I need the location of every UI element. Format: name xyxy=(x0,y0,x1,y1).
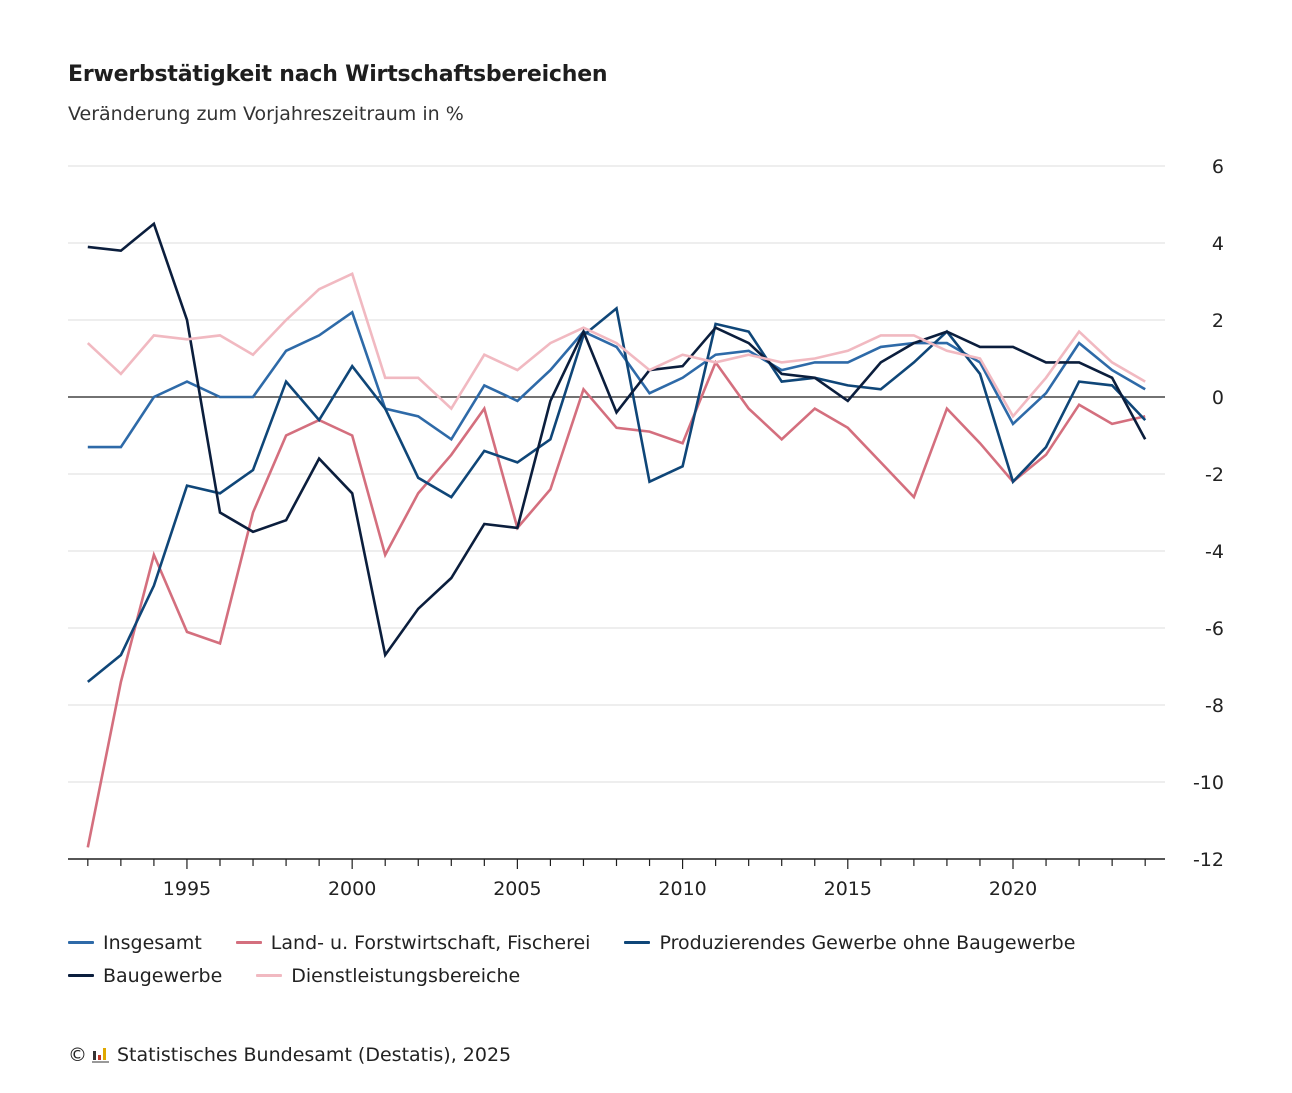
legend-swatch xyxy=(624,941,651,944)
gridlines xyxy=(68,165,1165,783)
legend-label: Produzierendes Gewerbe ohne Baugewerbe xyxy=(659,931,1076,954)
series-lines xyxy=(86,221,1147,848)
x-axis-tick-labels: 1995 2000 2005 2010 2015 2020 xyxy=(163,878,1037,900)
x-tick-label: 2005 xyxy=(493,878,541,900)
legend-row: Baugewerbe Dienstleistungsbereiche xyxy=(68,959,1188,992)
legend-swatch xyxy=(235,941,262,944)
y-tick-label: -4 xyxy=(1205,541,1224,563)
legend-item: Dienstleistungsbereiche xyxy=(256,965,520,987)
y-tick-label: 2 xyxy=(1212,310,1224,332)
x-axis xyxy=(68,858,1165,869)
x-tick-label: 1995 xyxy=(163,878,211,900)
series-line-4 xyxy=(87,221,1147,659)
destatis-logo-icon xyxy=(92,1047,109,1063)
y-tick-label: 0 xyxy=(1212,387,1224,409)
legend-label: Baugewerbe xyxy=(103,964,223,987)
legend-row: Insgesamt Land- u. Forstwirtschaft, Fisch… xyxy=(68,926,1188,959)
source-footer: © Statistisches Bundesamt (Destatis), 20… xyxy=(68,1044,511,1066)
copyright-symbol: © xyxy=(68,1044,87,1066)
chart-title: Erwerbstätigkeit nach Wirtschaftsbereich… xyxy=(68,62,608,87)
y-axis-tick-labels: 6 4 2 0 -2 -4 -6 -8 -10 -12 xyxy=(1193,156,1224,871)
chart-subtitle: Veränderung zum Vorjahreszeitraum in % xyxy=(68,103,464,125)
legend-label: Dienstleistungsbereiche xyxy=(291,964,521,987)
y-tick-label: -2 xyxy=(1205,464,1224,486)
x-tick-label: 2010 xyxy=(658,878,706,900)
legend-swatch xyxy=(256,974,283,977)
series-line-5 xyxy=(86,271,1146,419)
legend: Insgesamt Land- u. Forstwirtschaft, Fisch… xyxy=(68,926,1188,992)
series-line-2 xyxy=(86,359,1146,848)
source-text: Statistisches Bundesamt (Destatis), 2025 xyxy=(117,1044,512,1066)
legend-swatch xyxy=(68,974,94,977)
legend-swatch xyxy=(68,941,94,944)
legend-item: Land- u. Forstwirtschaft, Fischerei xyxy=(235,931,591,954)
x-tick-label: 2020 xyxy=(989,878,1037,900)
y-tick-label: 6 xyxy=(1212,156,1224,178)
y-tick-label: -6 xyxy=(1205,618,1224,640)
y-tick-label: -12 xyxy=(1193,849,1224,871)
legend-item: Produzierendes Gewerbe ohne Baugewerbe xyxy=(624,932,1075,954)
legend-item: Baugewerbe xyxy=(68,965,222,987)
y-tick-label: 4 xyxy=(1212,233,1224,255)
y-tick-label: -10 xyxy=(1193,772,1224,794)
x-tick-label: 2000 xyxy=(328,878,376,900)
series-line-3 xyxy=(86,306,1147,683)
legend-item: Insgesamt xyxy=(68,932,202,954)
legend-label: Land- u. Forstwirtschaft, Fischerei xyxy=(270,931,591,954)
x-tick-label: 2015 xyxy=(824,878,872,900)
y-tick-label: -8 xyxy=(1205,695,1224,717)
legend-label: Insgesamt xyxy=(103,931,202,954)
